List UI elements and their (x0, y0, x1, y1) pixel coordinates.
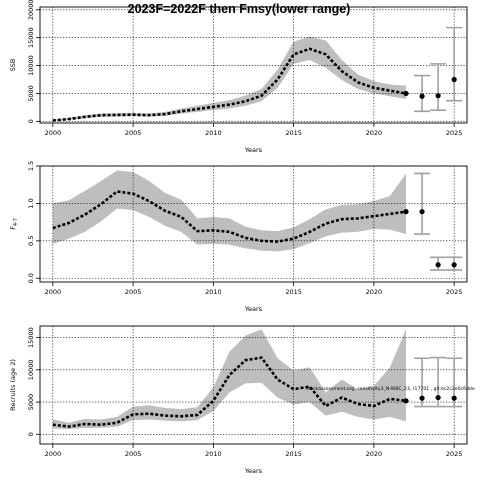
ssb-estimate-line (52, 47, 407, 122)
fishing-mortality-y-axis-label-subscript: 4-7 (13, 218, 19, 226)
recruits-panel: 2000 2005 2010 2015 2020 2025 0 5000 10000 15000 Y… (9, 325, 475, 475)
ssb-panel: 2000 2005 2010 2015 2020 2025 0 5000 10000 15000 2… (9, 0, 468, 154)
ssb-x-tick-label: 2025 (446, 129, 463, 137)
ssb-x-tick-label: 2020 (366, 129, 383, 137)
ssb-y-tick-label: 20000 (27, 0, 35, 20)
recruits-x-axis-label: Years (244, 467, 263, 475)
ssb-forecast-point (451, 76, 457, 83)
recruits-x-tick-label: 2015 (285, 450, 302, 458)
recruits-y-tick-label: 0 (27, 432, 35, 436)
fishing-mortality-x-tick-label: 2025 (446, 288, 463, 296)
fishing-mortality-estimate-line (52, 190, 407, 243)
recruits-y-tick-label: 10000 (27, 360, 35, 381)
fishing-mortality-y-axis-label: F4-7 (9, 218, 19, 230)
ssb-y-tick-label: 5000 (27, 85, 35, 102)
ssb-y-axis-label: SSB (9, 59, 17, 72)
recruits-x-tick-label: 2025 (446, 450, 463, 458)
ssb-confidence-band (52, 36, 407, 122)
fishing-mortality-y-tick-label: 0.0 (27, 273, 35, 283)
recruits-x-tick-label: 2020 (366, 450, 383, 458)
ssb-x-tick-label: 2005 (125, 129, 142, 137)
recruits-y-axis-label: Recruits (age 2) (9, 359, 17, 411)
fishing-mortality-x-axis-label: Years (244, 305, 263, 313)
fishing-mortality-confidence-band (52, 170, 407, 252)
recruits-last-estimate-point (403, 398, 409, 404)
recruits-forecast-point (419, 395, 425, 401)
fishing-mortality-y-tick-label: 1.5 (27, 161, 35, 171)
fishing-mortality-forecast-point (419, 209, 425, 215)
fishing-mortality-y-tick-label: 0.5 (27, 236, 35, 246)
fishing-mortality-forecast-point (435, 262, 441, 268)
fishing-mortality-x-tick-label: 2010 (205, 288, 222, 296)
fishing-mortality-x-tick-label: 2015 (285, 288, 302, 296)
recruits-provenance-annotation: stockassessment.org, sensitivity3_N-WBC_… (306, 386, 475, 392)
ssb-x-tick-label: 2010 (205, 129, 222, 137)
fishing-mortality-y-tick-label: 1.0 (27, 198, 35, 208)
recruits-x-tick-label: 2000 (45, 450, 62, 458)
ssb-x-tick-label: 2000 (45, 129, 62, 137)
ssb-last-estimate-point (403, 90, 409, 97)
fishing-mortality-y-axis-label-main: F (9, 226, 17, 230)
fishing-mortality-x-tick-label: 2005 (125, 288, 142, 296)
fishing-mortality-panel: 2000 2005 2010 2015 2020 2025 0.0 0.5 1.0 1.5 Year… (9, 161, 468, 313)
recruits-x-tick-label: 2010 (205, 450, 222, 458)
fishing-mortality-x-tick-label: 2020 (366, 288, 383, 296)
fishing-mortality-x-tick-label: 2000 (45, 288, 62, 296)
figure-title: 2023F=2022F then Fmsy(lower range) (128, 2, 351, 16)
fishing-mortality-last-estimate-point (403, 209, 409, 215)
recruits-y-tick-label: 5000 (27, 394, 35, 411)
ssb-forecast-point (419, 93, 425, 99)
ssb-x-axis-label: Years (244, 146, 263, 154)
ssb-x-tick-label: 2015 (285, 129, 302, 137)
fishing-mortality-forecast-point (451, 262, 457, 268)
recruits-x-tick-label: 2005 (125, 450, 142, 458)
recruits-forecast-point (435, 394, 441, 401)
ssb-y-tick-label: 0 (27, 119, 35, 123)
ssb-plot-frame (39, 6, 468, 124)
ssb-y-tick-label: 10000 (27, 55, 35, 76)
recruits-forecast-point (451, 395, 457, 401)
ssb-y-tick-label: 15000 (27, 27, 35, 48)
recruits-y-axis-label-main: Recruits (age 2) (9, 359, 17, 411)
ssb-y-axis-label-main: SSB (9, 59, 17, 72)
fishing-mortality-plot-frame (39, 165, 468, 283)
recruits-confidence-band (52, 329, 407, 430)
recruits-y-tick-label: 15000 (27, 327, 35, 348)
ssb-forecast-point (435, 93, 441, 99)
recruits-plot-frame (39, 325, 468, 445)
